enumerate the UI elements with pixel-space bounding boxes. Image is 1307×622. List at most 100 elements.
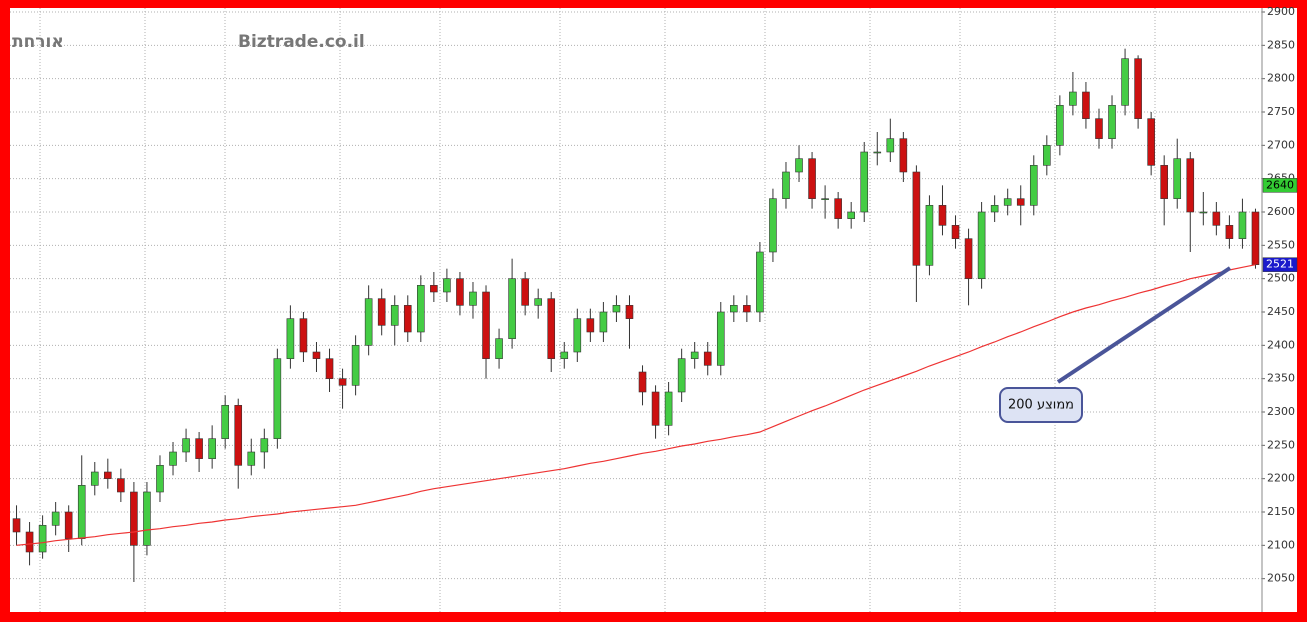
candle-body — [586, 318, 595, 333]
candle-body — [977, 211, 986, 279]
candle-body — [38, 525, 47, 553]
candle-body — [443, 278, 451, 293]
candle-body — [534, 298, 542, 306]
candle-body — [912, 171, 921, 266]
plot — [12, 48, 1260, 582]
candle-body — [925, 205, 934, 266]
price-marker — [1262, 257, 1298, 272]
y-tick-label: 2900 — [1267, 5, 1295, 18]
y-tick-label: 2400 — [1267, 338, 1295, 351]
candle-body — [12, 518, 21, 533]
candle-body — [456, 278, 464, 306]
candle-body — [182, 438, 190, 453]
candle-body — [90, 471, 99, 486]
candle-body — [1082, 91, 1090, 119]
candle-body — [403, 305, 412, 333]
candle-body — [1069, 91, 1077, 106]
y-tick-label: 2200 — [1267, 472, 1295, 485]
watermark: Biztrade.co.il — [238, 32, 365, 52]
y-tick-label: 2850 — [1267, 38, 1295, 51]
candle-body — [834, 198, 842, 219]
candle-body — [612, 305, 621, 313]
candle-body — [143, 491, 151, 546]
candle-body — [599, 311, 608, 333]
candle-body — [273, 358, 282, 439]
candle-body — [364, 298, 373, 346]
candle-body — [1134, 58, 1142, 119]
y-tick-label: 2700 — [1267, 138, 1295, 151]
candle-body — [1043, 145, 1051, 166]
candle-body — [782, 171, 790, 199]
candle-body — [860, 151, 869, 213]
candle-body — [651, 391, 660, 426]
y-tick-label: 2100 — [1267, 538, 1295, 551]
candle-body — [521, 278, 529, 306]
candle-body — [1121, 58, 1129, 106]
candle-body — [495, 338, 503, 359]
candle-body — [873, 151, 882, 154]
price-marker-label: 2640 — [1266, 178, 1294, 191]
candle-body — [951, 225, 960, 239]
candle-body — [1212, 211, 1221, 226]
candle-body — [508, 278, 516, 339]
candle-body — [690, 351, 699, 359]
candle-body — [1016, 198, 1025, 206]
candle-body — [1238, 211, 1247, 239]
candle-body — [325, 358, 334, 379]
candle-body — [1095, 118, 1103, 139]
candle-body — [195, 438, 203, 459]
candle-body — [886, 138, 895, 153]
annotation-text: ממוצע 200 — [1008, 398, 1074, 413]
candle-body — [104, 471, 112, 479]
candle-body — [130, 491, 138, 546]
candle-body — [247, 451, 256, 466]
candle-body — [1173, 158, 1182, 199]
y-tick-label: 2250 — [1267, 438, 1295, 451]
candle-body — [899, 138, 908, 173]
candle-body — [1225, 225, 1234, 239]
annotation-arrow — [1056, 266, 1232, 384]
candle-body — [221, 405, 229, 439]
y-tick-label: 2750 — [1267, 105, 1295, 118]
candle-body — [77, 485, 86, 539]
candle-body — [938, 205, 947, 226]
candle-body — [351, 345, 360, 386]
candle-body — [808, 158, 816, 199]
candle-body — [547, 298, 556, 359]
candle-body — [299, 318, 308, 353]
candle-body — [625, 305, 634, 319]
candle-body — [990, 205, 999, 213]
candle-body — [260, 438, 269, 453]
candle-body — [743, 305, 751, 313]
candle-body — [286, 318, 295, 359]
price-marker-label: 2521 — [1266, 258, 1294, 271]
grid: 2050 2100 2150 2200 2250 2300 2350 2400 2450 2500… — [10, 5, 1295, 612]
candle-body — [1108, 105, 1116, 139]
candle-body — [964, 238, 973, 279]
user-label: אורחת — [12, 32, 64, 52]
y-tick-label: 2350 — [1267, 372, 1295, 385]
candle-body — [208, 438, 216, 459]
candle-body — [769, 198, 777, 253]
y-tick-label: 2300 — [1267, 405, 1295, 418]
candle-body — [312, 351, 321, 359]
y-tick-label: 2550 — [1267, 238, 1295, 251]
candle-body — [703, 351, 712, 366]
y-tick-label: 2050 — [1267, 572, 1295, 585]
candle-body — [51, 511, 60, 526]
candle-body — [469, 291, 477, 306]
y-tick-label: 2500 — [1267, 272, 1295, 285]
candle-body — [156, 465, 164, 493]
candle-body — [25, 531, 34, 553]
candle-body — [795, 158, 803, 173]
plot-background — [10, 8, 1297, 612]
candle-body — [64, 511, 73, 539]
candle-body — [716, 311, 725, 366]
candle-body — [390, 305, 399, 326]
candle-body — [677, 358, 686, 393]
y-tick-label: 2450 — [1267, 305, 1295, 318]
annotation-box — [999, 387, 1083, 423]
candle-body — [1186, 158, 1195, 213]
y-tick-label: 2800 — [1267, 72, 1295, 85]
candle-body — [730, 305, 738, 313]
